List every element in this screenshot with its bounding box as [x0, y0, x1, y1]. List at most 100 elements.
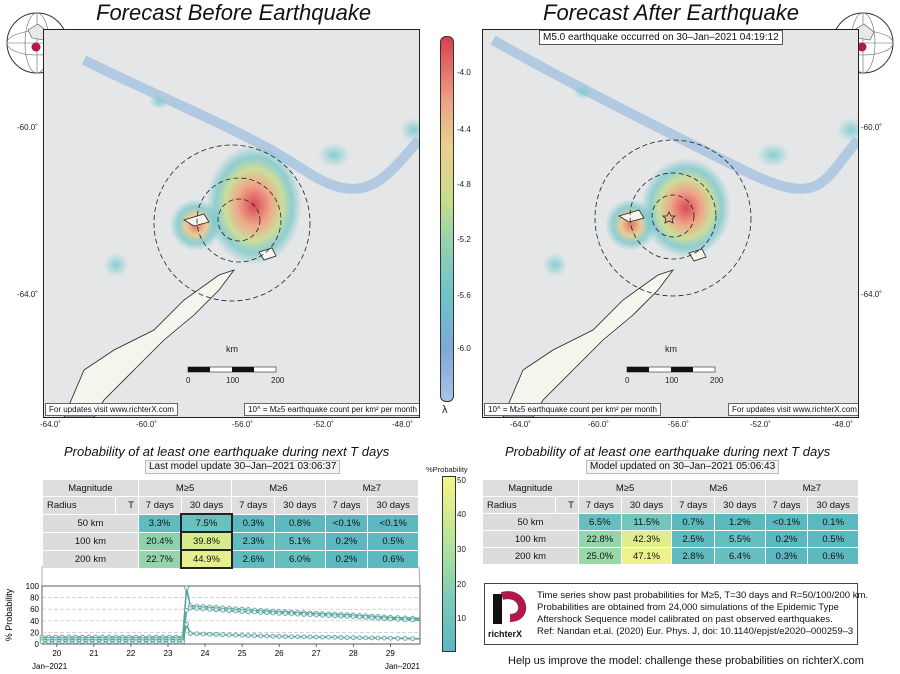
x-month-label: Jan–2021 — [32, 662, 68, 671]
series-point — [313, 634, 319, 640]
series-point — [350, 614, 356, 620]
series-point — [295, 634, 301, 640]
series-point — [200, 631, 206, 637]
series-point — [387, 616, 393, 622]
x-tick-label: 29 — [386, 649, 395, 658]
radius-label: 200 km — [42, 549, 139, 569]
probability-time-series: 0 20 40 60 80 100 20 21 22 23 24 25 26 27 28 29 Jan–2021… — [4, 566, 421, 671]
prob-tick-40: 40 — [457, 510, 466, 519]
mag-header-m7: M≥7 — [324, 479, 420, 497]
period-header: 7 days — [324, 496, 369, 515]
radius-label: 100 km — [42, 531, 139, 551]
series-point — [239, 632, 245, 638]
series-point — [213, 607, 219, 613]
series-point — [320, 612, 325, 618]
series-point — [307, 612, 313, 618]
period-header: 30 days — [807, 496, 859, 514]
y-axis-label: % Probability — [4, 588, 14, 641]
right-lon-label-60: -60.0˚ — [588, 420, 609, 429]
series-point — [93, 639, 99, 645]
prob-cell: 1.2% — [714, 513, 766, 531]
period-header: 7 days — [671, 496, 716, 514]
series-point — [258, 633, 264, 639]
series-point — [410, 617, 415, 623]
series-point — [363, 615, 369, 620]
radius-header: Radius — [481, 496, 557, 514]
series-point — [264, 610, 270, 616]
right-lon-label-56: -56.0˚ — [668, 420, 689, 429]
right-update-stamp: Model updated on 30–Jan–2021 05:06:43 — [586, 460, 780, 474]
series-point — [357, 635, 362, 641]
prob-cell: 11.5% — [620, 513, 673, 531]
prob-cell: 0.8% — [274, 513, 326, 533]
series-point — [213, 632, 219, 637]
prob-cell: 39.8% — [180, 531, 233, 551]
series-point — [276, 634, 282, 639]
right-density-label: 10^ = M≥5 earthquake count per km² per m… — [484, 403, 661, 416]
series-point — [106, 639, 112, 645]
prob-cell: 0.6% — [367, 549, 419, 569]
series-point — [313, 612, 319, 618]
series-point — [173, 639, 179, 645]
prob-cell: 25.0% — [577, 547, 622, 565]
series-point — [326, 634, 331, 640]
series-point — [375, 615, 381, 621]
series-point — [46, 639, 52, 645]
x-tick-label: 22 — [126, 649, 135, 658]
series-point — [226, 608, 232, 614]
period-header: 7 days — [137, 496, 182, 515]
x-tick-label: 27 — [312, 649, 321, 658]
prob-cell: 5.5% — [714, 530, 766, 548]
right-lat-label-64: -64.0˚ — [861, 290, 882, 299]
period-header: 30 days — [180, 496, 233, 515]
prob-cell: 42.3% — [620, 530, 673, 548]
series-point — [301, 612, 307, 617]
series-point — [126, 639, 132, 645]
left-map: km 0 100 200 For updates visit www.richt… — [43, 29, 420, 418]
series-point — [146, 639, 152, 645]
series-point — [133, 639, 139, 645]
series-point — [245, 609, 251, 615]
footer-link[interactable]: Help us improve the model: challenge the… — [508, 655, 864, 667]
series-point — [66, 639, 72, 645]
richterx-logo-text: richterX — [488, 629, 523, 639]
series-point — [252, 633, 257, 639]
radius-header: Radius — [41, 496, 117, 515]
lambda-symbol: λ — [442, 404, 448, 416]
series-point — [153, 639, 159, 645]
series-point — [184, 607, 189, 613]
series-point — [344, 614, 350, 619]
prob-cell: 0.2% — [764, 530, 809, 548]
prob-cell: 0.1% — [807, 513, 859, 531]
x-tick-label: 26 — [275, 649, 284, 658]
series-point — [113, 639, 119, 645]
right-lon-label-48: -48.0˚ — [832, 420, 853, 429]
series-point — [233, 632, 239, 638]
t-header: T — [115, 496, 139, 515]
right-lon-label-64: -64.0˚ — [510, 420, 531, 429]
series-point — [369, 615, 375, 621]
magnitude-header: Magnitude — [42, 479, 139, 497]
left-credit: For updates visit www.richterX.com — [45, 403, 178, 416]
series-point — [258, 609, 264, 615]
x-tick-label: 23 — [164, 649, 173, 658]
y-tick-label: 40 — [30, 617, 39, 626]
radius-label: 200 km — [482, 547, 579, 565]
prob-colorbar — [442, 476, 456, 652]
series-point — [86, 639, 92, 645]
period-header: 30 days — [620, 496, 673, 514]
left-lat-label-60: -60.0˚ — [17, 123, 38, 132]
left-scale-unit: km — [226, 344, 238, 354]
period-header: 7 days — [764, 496, 809, 514]
y-tick-label: 0 — [35, 640, 40, 649]
series-point — [120, 639, 125, 645]
mag-header-m7: M≥7 — [764, 479, 860, 497]
series-point — [332, 634, 338, 640]
right-panel-title: Forecast After Earthquake — [543, 0, 799, 25]
series-point — [79, 639, 85, 645]
mag-header-m5: M≥5 — [577, 479, 673, 497]
prob-cell: 7.5% — [180, 513, 233, 533]
series-point — [369, 635, 375, 641]
lambda-tick-3: -5.2 — [457, 235, 471, 244]
x-tick-label: 21 — [89, 649, 98, 658]
